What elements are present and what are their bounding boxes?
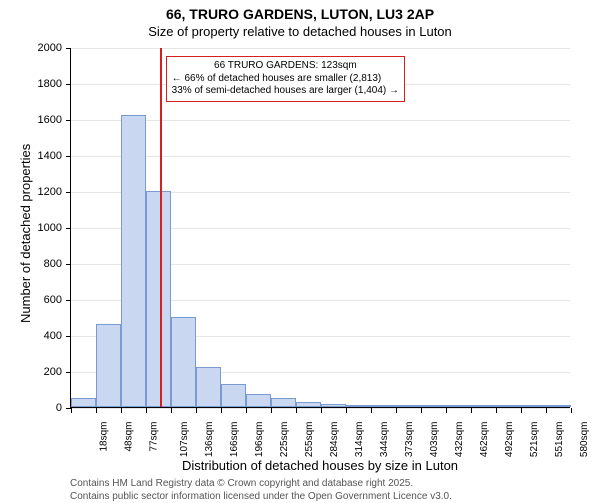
x-tick-label: 580sqm: [579, 422, 590, 458]
histogram-bar: [471, 405, 496, 407]
histogram-bar: [96, 324, 121, 407]
y-tick-label: 1000: [30, 222, 62, 234]
histogram-bar: [196, 367, 221, 407]
x-tick-mark: [171, 408, 172, 413]
y-tick-mark: [66, 48, 71, 49]
x-tick-mark: [446, 408, 447, 413]
y-tick-mark: [66, 336, 71, 337]
histogram-bar: [296, 402, 321, 407]
y-tick-label: 200: [30, 366, 62, 378]
x-tick-label: 373sqm: [404, 422, 415, 458]
y-tick-label: 400: [30, 330, 62, 342]
x-tick-label: 432sqm: [454, 422, 465, 458]
histogram-bar: [371, 405, 396, 407]
histogram-bar: [171, 317, 196, 407]
callout-line3: 33% of semi-detached houses are larger (…: [172, 85, 399, 98]
y-tick-label: 1400: [30, 150, 62, 162]
x-tick-mark: [121, 408, 122, 413]
y-tick-mark: [66, 228, 71, 229]
x-tick-label: 344sqm: [379, 422, 390, 458]
y-tick-label: 2000: [30, 42, 62, 54]
histogram-bar: [271, 398, 296, 407]
x-tick-label: 77sqm: [149, 422, 160, 452]
y-tick-mark: [66, 84, 71, 85]
x-tick-mark: [321, 408, 322, 413]
histogram-bar: [521, 405, 546, 407]
x-tick-mark: [346, 408, 347, 413]
x-tick-mark: [546, 408, 547, 413]
y-tick-mark: [66, 300, 71, 301]
x-tick-label: 521sqm: [529, 422, 540, 458]
footer-attribution: Contains HM Land Registry data © Crown c…: [70, 478, 452, 503]
histogram-bar: [71, 398, 96, 407]
footer-line1: Contains HM Land Registry data © Crown c…: [70, 478, 452, 491]
x-tick-label: 48sqm: [124, 422, 135, 452]
y-tick-label: 0: [30, 402, 62, 414]
y-tick-label: 1600: [30, 114, 62, 126]
histogram-bar: [146, 191, 171, 407]
y-tick-mark: [66, 192, 71, 193]
y-tick-mark: [66, 120, 71, 121]
x-tick-label: 492sqm: [504, 422, 515, 458]
x-tick-label: 18sqm: [99, 422, 110, 452]
x-tick-mark: [471, 408, 472, 413]
y-tick-label: 1200: [30, 186, 62, 198]
footer-line2: Contains public sector information licen…: [70, 491, 452, 503]
histogram-bar: [421, 405, 446, 407]
histogram-bar: [446, 405, 471, 407]
title-secondary: Size of property relative to detached ho…: [0, 24, 600, 39]
x-tick-mark: [496, 408, 497, 413]
x-tick-mark: [371, 408, 372, 413]
property-callout: 66 TRURO GARDENS: 123sqm← 66% of detache…: [166, 56, 405, 102]
y-tick-label: 800: [30, 258, 62, 270]
x-tick-label: 314sqm: [354, 422, 365, 458]
x-tick-mark: [571, 408, 572, 413]
x-tick-label: 255sqm: [304, 422, 315, 458]
x-tick-mark: [396, 408, 397, 413]
x-tick-label: 166sqm: [229, 422, 240, 458]
callout-line2: ← 66% of detached houses are smaller (2,…: [172, 73, 399, 86]
x-tick-mark: [296, 408, 297, 413]
title-primary: 66, TRURO GARDENS, LUTON, LU3 2AP: [0, 6, 600, 22]
x-tick-label: 403sqm: [429, 422, 440, 458]
x-tick-mark: [246, 408, 247, 413]
callout-line1: 66 TRURO GARDENS: 123sqm: [172, 60, 399, 73]
x-tick-mark: [421, 408, 422, 413]
chart-container: 66, TRURO GARDENS, LUTON, LU3 2AP Size o…: [0, 0, 600, 500]
y-tick-mark: [66, 264, 71, 265]
histogram-bar: [321, 404, 346, 407]
property-marker-line: [160, 48, 162, 407]
histogram-bar: [346, 405, 371, 407]
x-tick-mark: [521, 408, 522, 413]
x-tick-label: 107sqm: [179, 422, 190, 458]
x-tick-label: 284sqm: [329, 422, 340, 458]
histogram-bar: [396, 405, 421, 407]
x-axis-label: Distribution of detached houses by size …: [70, 458, 570, 473]
histogram-bar: [121, 115, 146, 407]
x-tick-mark: [146, 408, 147, 413]
x-tick-label: 136sqm: [204, 422, 215, 458]
histogram-bar: [496, 405, 521, 407]
x-tick-label: 462sqm: [479, 422, 490, 458]
plot-area: 66 TRURO GARDENS: 123sqm← 66% of detache…: [70, 48, 570, 408]
y-tick-mark: [66, 156, 71, 157]
x-tick-label: 551sqm: [554, 422, 565, 458]
y-tick-label: 1800: [30, 78, 62, 90]
x-tick-label: 225sqm: [279, 422, 290, 458]
y-tick-label: 600: [30, 294, 62, 306]
x-tick-mark: [96, 408, 97, 413]
histogram-bar: [546, 405, 571, 407]
histogram-bar: [246, 394, 271, 407]
x-tick-mark: [71, 408, 72, 413]
x-tick-mark: [271, 408, 272, 413]
x-tick-mark: [196, 408, 197, 413]
gridline-horizontal: [71, 48, 570, 49]
x-tick-mark: [221, 408, 222, 413]
x-tick-label: 196sqm: [254, 422, 265, 458]
histogram-bar: [221, 384, 246, 407]
y-tick-mark: [66, 372, 71, 373]
